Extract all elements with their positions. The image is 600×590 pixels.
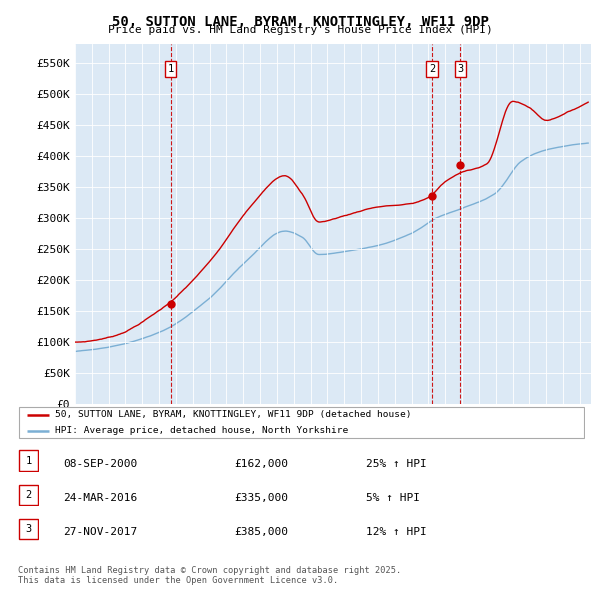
Text: 3: 3: [25, 525, 32, 535]
Text: 1: 1: [167, 64, 174, 74]
Text: 50, SUTTON LANE, BYRAM, KNOTTINGLEY, WF11 9DP (detached house): 50, SUTTON LANE, BYRAM, KNOTTINGLEY, WF1…: [55, 411, 412, 419]
Text: 25% ↑ HPI: 25% ↑ HPI: [366, 458, 427, 468]
Text: 2: 2: [429, 64, 435, 74]
Text: 3: 3: [457, 64, 464, 74]
FancyBboxPatch shape: [19, 450, 38, 471]
Text: £385,000: £385,000: [234, 527, 288, 537]
Text: HPI: Average price, detached house, North Yorkshire: HPI: Average price, detached house, Nort…: [55, 427, 348, 435]
Text: 1: 1: [25, 455, 32, 466]
Text: Contains HM Land Registry data © Crown copyright and database right 2025.
This d: Contains HM Land Registry data © Crown c…: [18, 566, 401, 585]
Text: 24-MAR-2016: 24-MAR-2016: [63, 493, 137, 503]
Text: Price paid vs. HM Land Registry's House Price Index (HPI): Price paid vs. HM Land Registry's House …: [107, 25, 493, 35]
Text: £335,000: £335,000: [234, 493, 288, 503]
Text: £162,000: £162,000: [234, 458, 288, 468]
Text: 12% ↑ HPI: 12% ↑ HPI: [366, 527, 427, 537]
Text: 2: 2: [25, 490, 32, 500]
Text: 27-NOV-2017: 27-NOV-2017: [63, 527, 137, 537]
FancyBboxPatch shape: [19, 485, 38, 505]
Text: 5% ↑ HPI: 5% ↑ HPI: [366, 493, 420, 503]
FancyBboxPatch shape: [19, 407, 584, 438]
Text: 50, SUTTON LANE, BYRAM, KNOTTINGLEY, WF11 9DP: 50, SUTTON LANE, BYRAM, KNOTTINGLEY, WF1…: [112, 15, 488, 29]
Text: 08-SEP-2000: 08-SEP-2000: [63, 458, 137, 468]
FancyBboxPatch shape: [19, 519, 38, 539]
